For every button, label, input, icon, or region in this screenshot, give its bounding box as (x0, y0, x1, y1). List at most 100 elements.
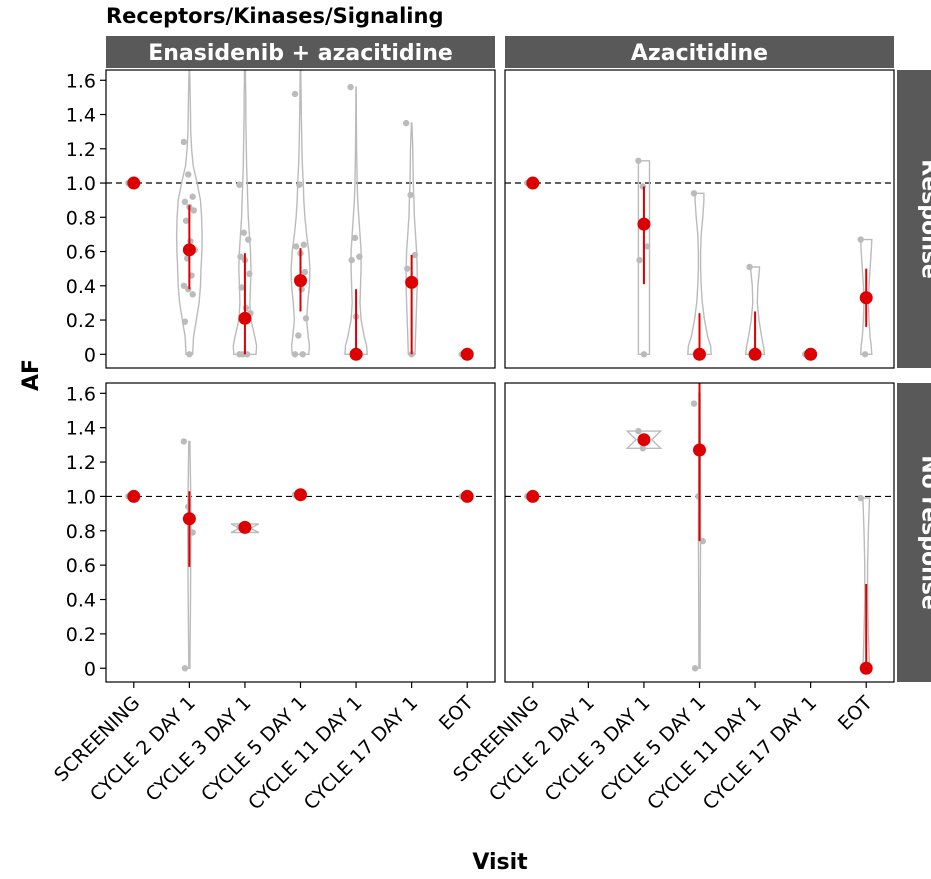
data-point (186, 351, 193, 358)
data-point (236, 351, 243, 358)
y-tick-label: 0.8 (66, 207, 96, 229)
panel-border (504, 382, 895, 683)
row-strip-label-0: Response (917, 159, 931, 279)
mean-point (693, 443, 706, 457)
mean-point (637, 433, 651, 447)
data-point (180, 138, 188, 146)
data-point (185, 503, 192, 510)
data-point (291, 90, 299, 98)
data-point (242, 304, 250, 312)
violin-cycle-2-day-1 (175, 70, 203, 355)
mean-point (127, 489, 141, 503)
data-point (691, 665, 699, 672)
panel-border (105, 382, 496, 683)
data-point (185, 171, 192, 178)
data-point (189, 193, 196, 200)
y-tick-label: 0.2 (66, 624, 96, 646)
y-tick-label: 1.2 (66, 452, 96, 474)
panel-2 (106, 438, 495, 672)
data-point (246, 270, 253, 278)
violin-cycle-11-day-1 (344, 86, 368, 355)
y-tick-label: 0.6 (66, 242, 96, 264)
mean-point (238, 520, 252, 534)
data-point (190, 207, 197, 214)
mean-point (460, 489, 474, 503)
data-point (861, 351, 869, 358)
mean-point (693, 347, 706, 361)
y-axis-label: AF (19, 359, 44, 391)
data-point (644, 243, 651, 250)
chart-layer: Enasidenib + azacitidine Azacitidine Respo… (50, 36, 931, 814)
y-tick-label: 1.6 (66, 70, 96, 92)
data-point (411, 251, 419, 259)
x-axis-label: Visit (472, 850, 528, 875)
data-point (302, 315, 310, 322)
data-point (635, 427, 642, 435)
y-tick-label: 0.4 (66, 590, 96, 612)
data-point (291, 351, 299, 358)
violin-cycle-17-day-1 (405, 122, 418, 355)
mean-point (182, 512, 196, 526)
data-point (639, 445, 647, 452)
violin-cycle-5-day-1 (290, 70, 311, 355)
mean-point (294, 488, 307, 502)
mean-point (294, 274, 307, 288)
data-point (237, 253, 244, 260)
violin-cycle-2-day-1 (186, 440, 192, 669)
y-tick-label: 0.6 (66, 555, 96, 577)
y-tick-label: 0.4 (66, 276, 96, 298)
data-point (857, 494, 864, 502)
data-point (240, 229, 248, 236)
column-strip-label-1: Azacitidine (631, 41, 768, 66)
data-point (639, 183, 647, 190)
data-point (347, 83, 354, 91)
x-tick-label: EOT (435, 692, 478, 735)
row-strip-label-1: No response (917, 455, 931, 610)
panel-3 (505, 383, 894, 675)
data-point (301, 268, 309, 276)
y-tick-label: 0.2 (66, 310, 96, 332)
y-tick-label: 1.0 (66, 486, 96, 508)
data-point (181, 665, 189, 672)
data-point (180, 282, 188, 289)
column-strip-1 (505, 36, 894, 68)
data-point (746, 263, 753, 271)
y-tick-label: 1.4 (66, 418, 96, 440)
mean-point (526, 176, 540, 190)
mean-point (526, 489, 540, 503)
data-point (402, 119, 410, 127)
y-tick-label: 1.4 (66, 105, 96, 127)
row-strip-0 (897, 70, 931, 368)
mean-point (748, 347, 762, 361)
data-point (300, 241, 307, 248)
data-point (236, 181, 243, 188)
data-point (295, 332, 302, 339)
y-tick-label: 1.0 (66, 173, 96, 195)
y-tick-label: 0 (84, 344, 96, 366)
panel-0 (106, 70, 495, 361)
data-point (635, 157, 642, 164)
data-point (299, 351, 306, 358)
data-point (185, 286, 192, 293)
data-point (857, 236, 864, 243)
mean-point (182, 243, 196, 257)
mean-point (804, 347, 818, 361)
data-point (404, 265, 411, 272)
x-tick-label: EOT (834, 692, 877, 735)
data-point (407, 191, 414, 199)
data-point (640, 351, 648, 358)
panel-1 (505, 157, 894, 361)
y-tick-label: 0 (84, 658, 96, 680)
data-point (182, 217, 190, 224)
mean-point (405, 275, 419, 289)
data-point (292, 243, 300, 250)
data-point (356, 253, 363, 260)
mean-point (859, 661, 873, 675)
data-point (348, 256, 355, 264)
data-point (690, 190, 698, 197)
data-point (181, 318, 189, 325)
data-point (181, 198, 189, 206)
plot-title: Receptors/Kinases/Signaling (106, 4, 444, 28)
violin-cycle-3-day-1 (625, 430, 663, 449)
data-point (245, 236, 252, 243)
